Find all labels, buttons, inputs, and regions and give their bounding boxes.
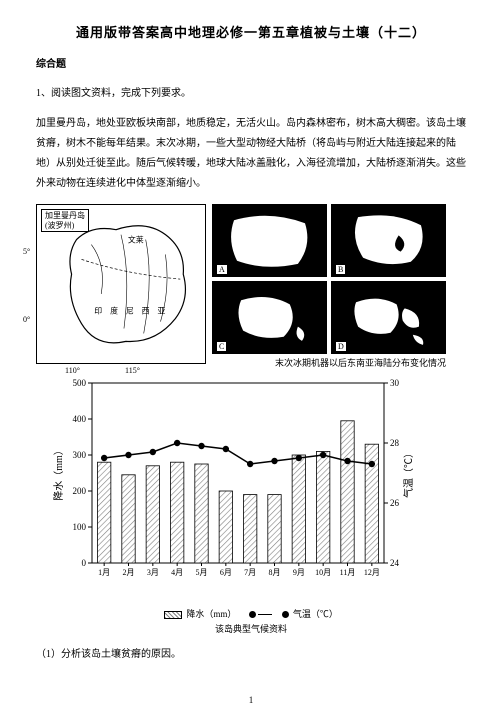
- small-map-b: B: [331, 204, 446, 277]
- svg-text:4月: 4月: [171, 568, 183, 577]
- svg-text:28: 28: [390, 438, 400, 448]
- svg-text:0: 0: [82, 558, 87, 568]
- svg-text:7月: 7月: [244, 568, 256, 577]
- svg-text:3月: 3月: [147, 568, 159, 577]
- legend-dot-icon: [282, 611, 289, 618]
- legend-dot-icon: [249, 611, 256, 618]
- svg-text:6月: 6月: [220, 568, 232, 577]
- legend-precip-label: 降水（mm）: [186, 609, 236, 619]
- map-place-brunei: 文莱: [128, 235, 144, 245]
- map-label-line1: 加里曼丹岛: [45, 211, 85, 221]
- climate-chart: 0 100 200 300 400 500 24 26 28 30 降水（mm） 气温（℃） 1月 2月 3…: [44, 373, 424, 603]
- svg-text:24: 24: [390, 558, 400, 568]
- chart-legend: 降水（mm） 气温（℃）: [36, 607, 466, 620]
- svg-text:降水（mm）: 降水（mm）: [52, 445, 65, 501]
- small-map-label: B: [336, 265, 345, 274]
- lat-0: 0°: [23, 315, 30, 324]
- svg-text:26: 26: [390, 498, 400, 508]
- passage-paragraph: 加里曼丹岛，地处亚欧板块南部，地质稳定，无活火山。岛内森林密布，树木高大稠密。该…: [36, 114, 466, 194]
- svg-text:5月: 5月: [196, 568, 208, 577]
- svg-text:30: 30: [390, 378, 400, 388]
- svg-text:100: 100: [73, 522, 87, 532]
- small-map-label: C: [217, 342, 226, 351]
- question-lead: 1、阅读图文资料，完成下列要求。: [36, 84, 466, 104]
- svg-text:10月: 10月: [315, 568, 331, 577]
- chart-svg: 0 100 200 300 400 500 24 26 28 30 降水（mm） 气温（℃） 1月 2月 3…: [44, 373, 424, 603]
- small-map-d: D: [331, 281, 446, 354]
- small-maps-caption: 末次冰期机器以后东南亚海陆分布变化情况: [212, 356, 446, 369]
- svg-text:11月: 11月: [340, 568, 356, 577]
- page-number: 1: [0, 695, 502, 705]
- section-heading: 综合题: [36, 55, 466, 70]
- small-maps-grid: A B C: [212, 204, 446, 354]
- question-1: （1）分析该岛土壤贫瘠的原因。: [36, 645, 466, 660]
- legend-temp-label: 气温（℃）: [293, 609, 338, 619]
- svg-text:气温（℃）: 气温（℃）: [402, 448, 415, 498]
- small-map-a: A: [212, 204, 327, 277]
- svg-text:200: 200: [73, 486, 87, 496]
- small-map-label: A: [217, 265, 227, 274]
- island-map: 加里曼丹岛 (波罗州) 文莱 印 度 尼 西 亚 5° 0° 110° 115°: [36, 204, 206, 364]
- lat-5: 5°: [23, 247, 30, 256]
- svg-text:12月: 12月: [364, 568, 380, 577]
- map-place-indonesia: 印 度 尼 西 亚: [94, 306, 168, 316]
- svg-text:9月: 9月: [293, 568, 305, 577]
- svg-text:1月: 1月: [98, 568, 110, 577]
- chart-caption: 该岛典型气候资料: [36, 622, 466, 635]
- map-label: 加里曼丹岛 (波罗州): [41, 209, 89, 232]
- svg-text:8月: 8月: [269, 568, 281, 577]
- small-map-c: C: [212, 281, 327, 354]
- svg-text:2月: 2月: [123, 568, 135, 577]
- legend-swatch-precip: [164, 611, 182, 619]
- svg-text:500: 500: [73, 378, 87, 388]
- map-label-line2: (波罗州): [45, 221, 85, 231]
- small-map-label: D: [336, 342, 346, 351]
- legend-line-icon: [258, 614, 272, 615]
- svg-text:300: 300: [73, 450, 87, 460]
- svg-text:400: 400: [73, 414, 87, 424]
- page-title: 通用版带答案高中地理必修一第五章植被与土壤（十二）: [36, 22, 466, 41]
- figures-row: 加里曼丹岛 (波罗州) 文莱 印 度 尼 西 亚 5° 0° 110° 115°…: [36, 204, 466, 369]
